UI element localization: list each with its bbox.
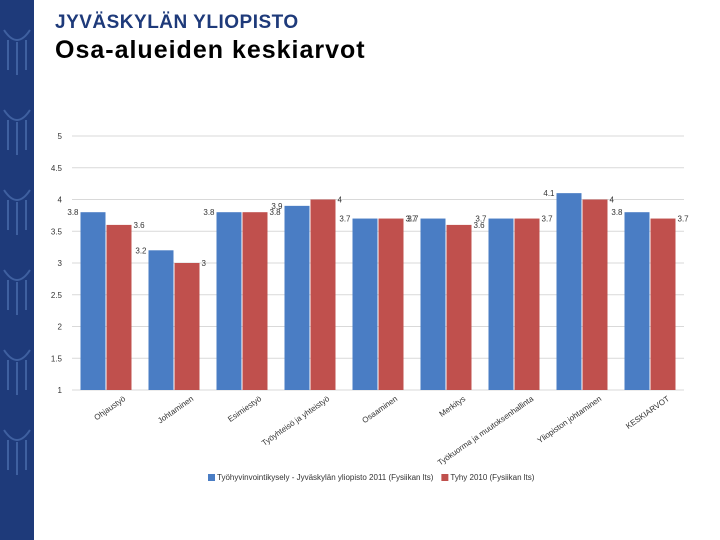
y-tick-label: 4.5 [51, 164, 63, 173]
bar-series-2011 [80, 212, 106, 390]
y-tick-label: 1 [58, 386, 63, 395]
data-label: 3.9 [271, 202, 283, 211]
legend-swatch [208, 474, 215, 481]
x-tick-label: Ohjaustyö [92, 394, 127, 422]
bar-series-2010 [310, 199, 336, 390]
data-label: 3.8 [203, 208, 215, 217]
x-tick-label: Esimiestyö [226, 394, 263, 424]
bar-series-2010 [582, 199, 608, 390]
data-label: 3.7 [407, 215, 419, 224]
legend-label: Työhyvinvointikysely - Jyväskylän yliopi… [217, 473, 434, 482]
legend-swatch [441, 474, 449, 481]
data-label: 3.2 [135, 246, 147, 255]
university-logo-strip [0, 0, 34, 540]
y-tick-label: 3.5 [51, 227, 63, 236]
data-label: 4.1 [543, 189, 555, 198]
bar-series-2011 [556, 193, 582, 390]
bar-series-2011 [420, 218, 446, 390]
bar-series-2011 [284, 205, 310, 390]
data-label: 3.6 [474, 221, 486, 230]
legend-label: Tyhy 2010 (Fysiikan lts) [450, 473, 534, 482]
data-label: 3.6 [134, 221, 146, 230]
torch-pattern-icon [3, 29, 31, 475]
bar-series-2010 [174, 263, 200, 390]
bar-series-2010 [378, 218, 404, 390]
bar-series-2010 [650, 218, 676, 390]
data-label: 3.7 [542, 215, 554, 224]
bar-series-2010 [106, 224, 132, 390]
x-tick-label: Merkitys [438, 394, 468, 418]
x-tick-label: Yliopiston johtaminen [536, 394, 603, 445]
x-tick-label: Johtaminen [156, 394, 195, 425]
data-label: 4 [610, 196, 615, 205]
bar-series-2011 [624, 212, 650, 390]
data-label: 3.8 [67, 208, 79, 217]
bar-series-2010 [242, 212, 268, 390]
y-tick-label: 1.5 [51, 354, 63, 363]
bar-series-2011 [352, 218, 378, 390]
data-label: 3.7 [678, 215, 690, 224]
x-tick-label: Osaaminen [360, 394, 399, 425]
bar-series-2010 [514, 218, 540, 390]
bar-series-2011 [216, 212, 242, 390]
university-name: JYVÄSKYLÄN YLIOPISTO [55, 12, 299, 33]
page-title: Osa-alueiden keskiarvot [55, 36, 366, 64]
data-label: 3.7 [475, 215, 487, 224]
data-label: 3.8 [270, 208, 282, 217]
y-tick-label: 3 [58, 259, 63, 268]
bar-series-2010 [446, 224, 472, 390]
bar-series-2011 [148, 250, 174, 390]
x-tick-label: KESKIARVOT [624, 394, 671, 431]
bar-series-2011 [488, 218, 514, 390]
data-label: 3.7 [339, 215, 351, 224]
data-label: 3 [202, 259, 207, 268]
y-tick-label: 4 [58, 196, 63, 205]
bar-chart: 1 1.5 2 2.5 3 3.5 4 4.5 5 3.8 3.6 Ohjaustyö 3.2 3 Joht… [51, 132, 690, 482]
data-label: 3.8 [611, 208, 623, 217]
data-label: 3.7 [406, 215, 418, 224]
y-tick-label: 5 [58, 132, 63, 141]
y-tick-label: 2 [58, 323, 63, 332]
y-tick-label: 2.5 [51, 291, 63, 300]
data-label: 4 [338, 196, 343, 205]
x-tick-label: Työyhteisö ja yhteistyö [260, 394, 332, 448]
